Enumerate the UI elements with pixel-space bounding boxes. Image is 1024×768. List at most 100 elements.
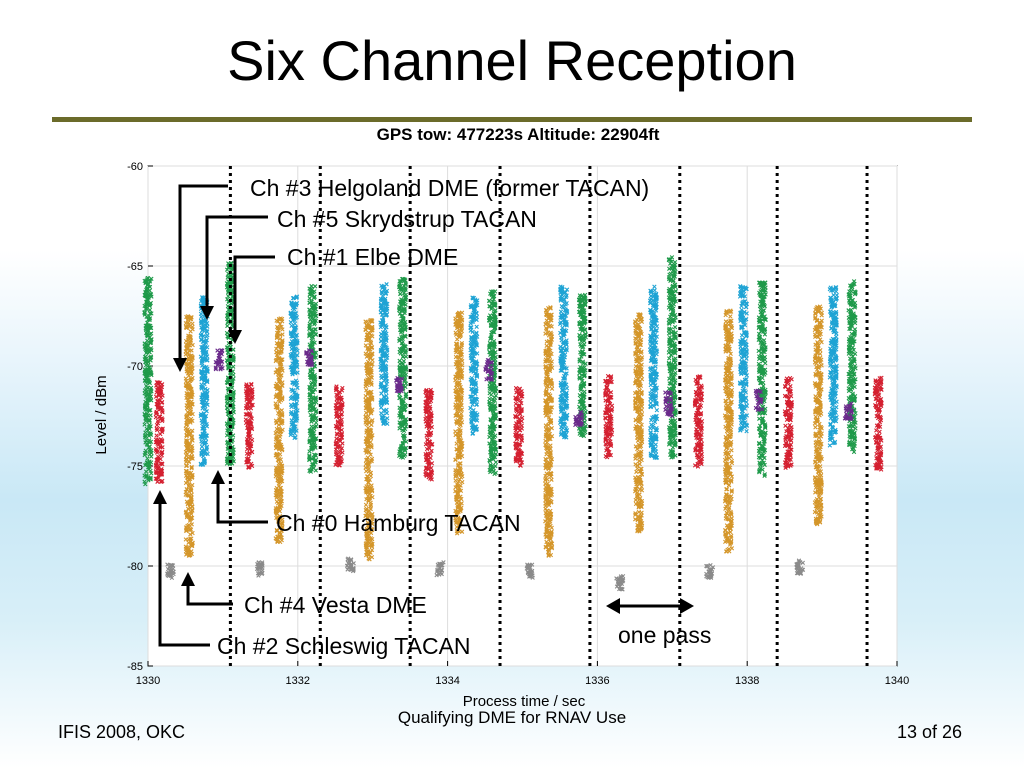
x-tick-label: 1340 [885, 675, 909, 687]
slide-title: Six Channel Reception [227, 29, 797, 92]
data-point [308, 469, 314, 474]
data-point [146, 349, 152, 354]
data-point [143, 326, 148, 331]
data-point [147, 464, 152, 469]
data-point [143, 354, 148, 359]
data-point [308, 291, 313, 296]
data-point [144, 341, 149, 346]
data-point [145, 333, 151, 338]
data-point [309, 299, 314, 304]
title-divider [52, 117, 972, 122]
plot-area [147, 165, 898, 667]
data-point [144, 392, 149, 397]
data-point [228, 393, 234, 398]
data-point [224, 421, 230, 427]
data-point [145, 327, 151, 332]
data-point [311, 456, 317, 461]
data-point [310, 372, 315, 377]
data-point [142, 310, 147, 315]
data-point [226, 392, 231, 397]
x-tick-label: 1338 [735, 675, 759, 687]
data-point [147, 284, 153, 290]
data-point [142, 411, 147, 417]
x-tick-label: 1336 [585, 675, 609, 687]
data-point [148, 371, 153, 376]
data-point [225, 395, 230, 400]
data-point [143, 407, 148, 412]
data-point [147, 380, 152, 386]
data-point [309, 417, 315, 423]
data-point [313, 313, 318, 319]
data-point [312, 433, 317, 438]
data-point [145, 456, 150, 461]
data-point [148, 358, 153, 363]
data-point [147, 311, 153, 316]
data-point [310, 343, 315, 348]
data-point [311, 437, 317, 443]
data-point [308, 382, 314, 387]
data-point [307, 393, 313, 398]
data-point [143, 418, 148, 424]
data-point [147, 365, 152, 370]
data-point [313, 377, 318, 382]
data-point [312, 322, 317, 327]
data-point [308, 369, 313, 374]
data-point [143, 469, 149, 474]
data-point [312, 284, 318, 289]
data-point [147, 395, 152, 400]
data-point [143, 463, 148, 468]
data-point [146, 408, 152, 413]
data-point [307, 408, 313, 413]
data-point [148, 340, 154, 345]
data-point [309, 283, 314, 289]
data-point [142, 450, 148, 456]
data-point [143, 383, 149, 389]
data-point [310, 311, 315, 316]
data-point [310, 303, 316, 308]
data-point [311, 397, 316, 402]
data-point [225, 405, 230, 411]
x-tick-label: 1334 [435, 675, 459, 687]
data-point [307, 307, 312, 313]
data-point [231, 372, 236, 378]
data-point [147, 307, 153, 313]
data-point [312, 442, 317, 447]
data-point [313, 327, 318, 332]
data-point [148, 477, 153, 482]
data-point [142, 278, 147, 284]
data-point [147, 426, 152, 432]
data-point [148, 424, 153, 429]
data-point [307, 404, 313, 409]
data-point [148, 431, 153, 436]
data-point [308, 287, 313, 292]
data-point [307, 386, 313, 392]
data-point [142, 367, 148, 372]
data-point [230, 322, 235, 328]
data-point [313, 332, 319, 337]
data-point [313, 307, 318, 312]
data-point [312, 424, 317, 429]
y-tick-label: -75 [127, 461, 143, 473]
data-point [307, 296, 312, 301]
data-point [311, 445, 316, 450]
data-point [143, 289, 148, 295]
data-point [148, 392, 153, 397]
data-point [224, 267, 230, 272]
x-tick-label: 1332 [286, 675, 310, 687]
data-point [147, 279, 153, 284]
data-point [309, 327, 314, 332]
data-point [142, 378, 148, 383]
data-point [143, 363, 149, 368]
data-point [312, 382, 317, 388]
data-point [225, 358, 230, 363]
data-point [307, 438, 312, 443]
data-point [308, 368, 313, 373]
data-point [307, 456, 312, 461]
data-point [146, 281, 151, 287]
data-point [142, 388, 148, 393]
y-tick-label: -80 [127, 561, 143, 573]
data-point [229, 357, 235, 363]
data-point [224, 330, 230, 336]
data-point [225, 275, 230, 280]
